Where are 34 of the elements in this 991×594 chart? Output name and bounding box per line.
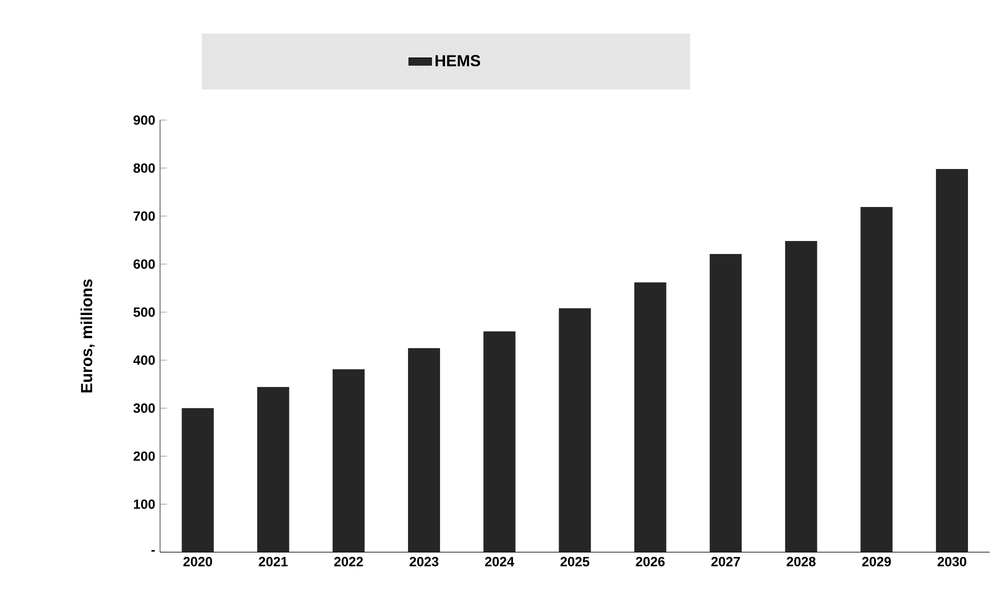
bar [182,408,214,552]
y-tick-label: 500 [134,308,155,318]
x-tick-label: 2022 [334,557,363,567]
bar [785,241,818,552]
y-tick-label: 900 [134,116,155,126]
x-tick-label: 2020 [183,557,212,567]
y-tick-label: - [151,550,155,552]
bar [936,169,968,552]
y-tick-label: 600 [134,260,155,270]
y-axis-title: Euros, millions [80,280,95,393]
bar [408,348,440,552]
y-tick-label: 100 [134,500,155,510]
y-tick-label: 200 [134,452,155,462]
bar [634,282,666,552]
x-tick-label: 2026 [636,557,665,567]
legend-label: HEMS [436,55,480,67]
bar [860,207,893,552]
bar [483,332,516,552]
x-tick-label: 2021 [258,557,288,567]
x-tick-label: 2024 [485,557,514,567]
y-tick-label: 400 [133,356,155,366]
y-tick-label: 800 [134,164,155,174]
x-tick-label: 2029 [862,557,891,567]
x-tick-label: 2030 [938,557,966,567]
bar [710,254,742,552]
x-tick-label: 2025 [560,557,590,567]
x-tick-label: 2027 [711,557,740,567]
y-tick-label: 700 [134,212,155,222]
bar [558,308,591,552]
x-tick-label: 2028 [786,557,816,567]
x-tick-label: 2023 [410,557,438,567]
bar [332,369,365,552]
y-tick-label: 300 [133,404,155,414]
bar [257,387,290,552]
